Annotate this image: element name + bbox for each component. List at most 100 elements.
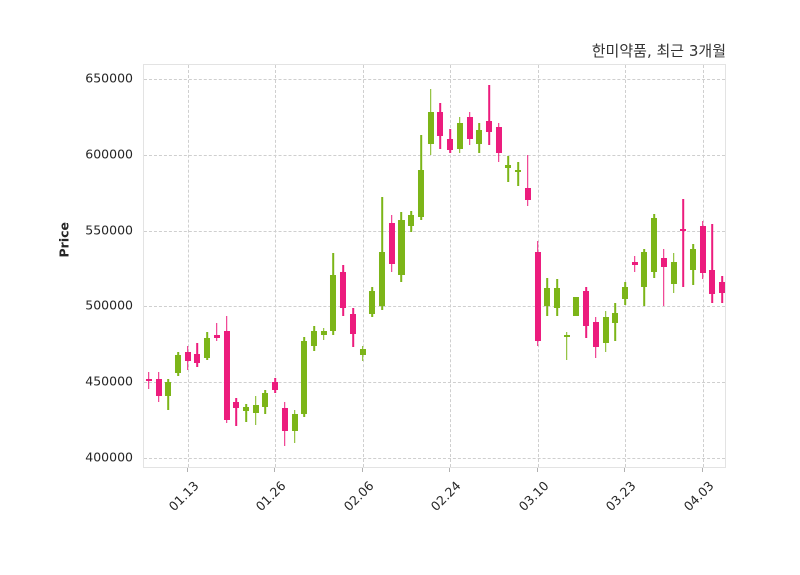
candle-body — [349, 314, 356, 334]
x-axis-tick-mark — [623, 468, 625, 472]
candle-body — [330, 274, 337, 331]
candle-body — [476, 130, 483, 144]
chart-title: 한미약품, 최근 3개월 — [591, 42, 726, 60]
candle-body — [709, 270, 716, 295]
candle-body — [398, 219, 405, 275]
candle-body — [145, 379, 152, 382]
candle-body — [583, 291, 590, 327]
candle-body — [320, 330, 327, 336]
candle-body — [592, 321, 599, 348]
candle-wick — [517, 162, 519, 187]
candle-body — [243, 406, 250, 412]
candle-body — [680, 229, 687, 232]
x-axis-tick-label: 03.10 — [515, 478, 552, 514]
candle-body — [534, 251, 541, 342]
candle-body — [272, 382, 279, 391]
gridline-vertical — [450, 65, 452, 467]
candle-body — [612, 312, 619, 324]
x-axis-tick-mark — [449, 468, 451, 472]
gridline-horizontal — [144, 78, 725, 80]
candle-body — [184, 352, 191, 362]
candle-body — [437, 112, 444, 137]
y-axis-tick-label: 650000 — [85, 70, 133, 86]
gridline-vertical — [624, 65, 626, 467]
candle-body — [573, 297, 580, 316]
x-axis-tick-label: 03.23 — [602, 478, 639, 514]
candle-body — [447, 139, 454, 151]
y-axis-tick-labels: 400000 450000 500000 550000 600000 650000 — [0, 64, 133, 468]
candle-wick — [682, 198, 685, 287]
candle-body — [281, 408, 288, 432]
candle-body — [311, 330, 318, 346]
candle-body — [660, 257, 667, 267]
gridline-horizontal — [144, 458, 725, 460]
candle-body — [223, 330, 230, 421]
candle-wick — [245, 403, 247, 422]
y-axis-tick-label: 400000 — [85, 449, 133, 465]
x-axis-tick-mark — [274, 468, 276, 472]
candle-body — [553, 288, 560, 308]
gridline-horizontal — [144, 382, 725, 384]
gridline-horizontal — [144, 306, 725, 308]
candle-body — [291, 414, 298, 432]
candle-wick — [235, 397, 238, 427]
candle-body — [204, 338, 211, 359]
x-axis-tick-mark — [701, 468, 703, 472]
candle-wick — [527, 154, 529, 207]
candle-body — [340, 271, 347, 308]
candle-body — [651, 218, 658, 272]
candle-body — [213, 335, 220, 339]
candle-body — [379, 251, 386, 307]
y-axis-tick-label: 500000 — [85, 297, 133, 313]
candle-body — [466, 116, 473, 140]
candle-body — [544, 288, 551, 307]
candle-body — [408, 215, 415, 226]
candle-wick — [216, 323, 218, 342]
candle-body — [699, 225, 706, 274]
candle-body — [563, 335, 570, 338]
y-axis-tick-label: 450000 — [85, 373, 133, 389]
gridline-vertical — [362, 65, 364, 467]
candle-body — [359, 349, 366, 356]
candle-wick — [565, 332, 568, 360]
gridline-horizontal — [144, 230, 725, 232]
candle-wick — [711, 224, 714, 304]
candle-body — [631, 262, 638, 266]
x-axis-tick-label: 01.26 — [252, 478, 289, 514]
candle-body — [262, 393, 269, 407]
x-axis-tick-mark — [361, 468, 363, 472]
candle-body — [388, 222, 395, 264]
candle-wick — [507, 156, 510, 182]
candle-body — [719, 282, 726, 293]
candle-body — [369, 291, 376, 315]
candle-body — [524, 188, 531, 201]
x-axis-tick-label: 01.13 — [165, 478, 202, 514]
y-axis-tick-label: 550000 — [85, 222, 133, 238]
y-axis-tick-label: 600000 — [85, 146, 133, 162]
x-axis-tick-mark — [186, 468, 188, 472]
candle-body — [485, 121, 492, 132]
x-axis-tick-label: 02.24 — [427, 478, 464, 514]
x-axis-tick-labels: 01.13 01.26 02.06 02.24 03.10 03.23 04.03 — [143, 474, 726, 534]
candle-body — [233, 402, 240, 409]
candle-body — [252, 405, 259, 413]
candle-body — [155, 379, 162, 397]
gridline-horizontal — [144, 154, 725, 156]
candle-wick — [488, 84, 490, 146]
candle-body — [165, 382, 172, 397]
candle-wick — [663, 248, 665, 307]
candle-body — [641, 251, 648, 287]
candle-body — [495, 127, 502, 154]
candle-body — [417, 169, 424, 217]
candle-body — [670, 262, 677, 284]
candle-body — [194, 353, 201, 363]
x-axis-tick-label: 02.06 — [340, 478, 377, 514]
gridline-vertical — [275, 65, 277, 467]
candle-body — [602, 317, 609, 343]
gridline-vertical — [187, 65, 189, 467]
candle-body — [456, 122, 463, 149]
candle-body — [174, 355, 182, 374]
candle-body — [515, 169, 522, 172]
candle-body — [689, 248, 696, 271]
